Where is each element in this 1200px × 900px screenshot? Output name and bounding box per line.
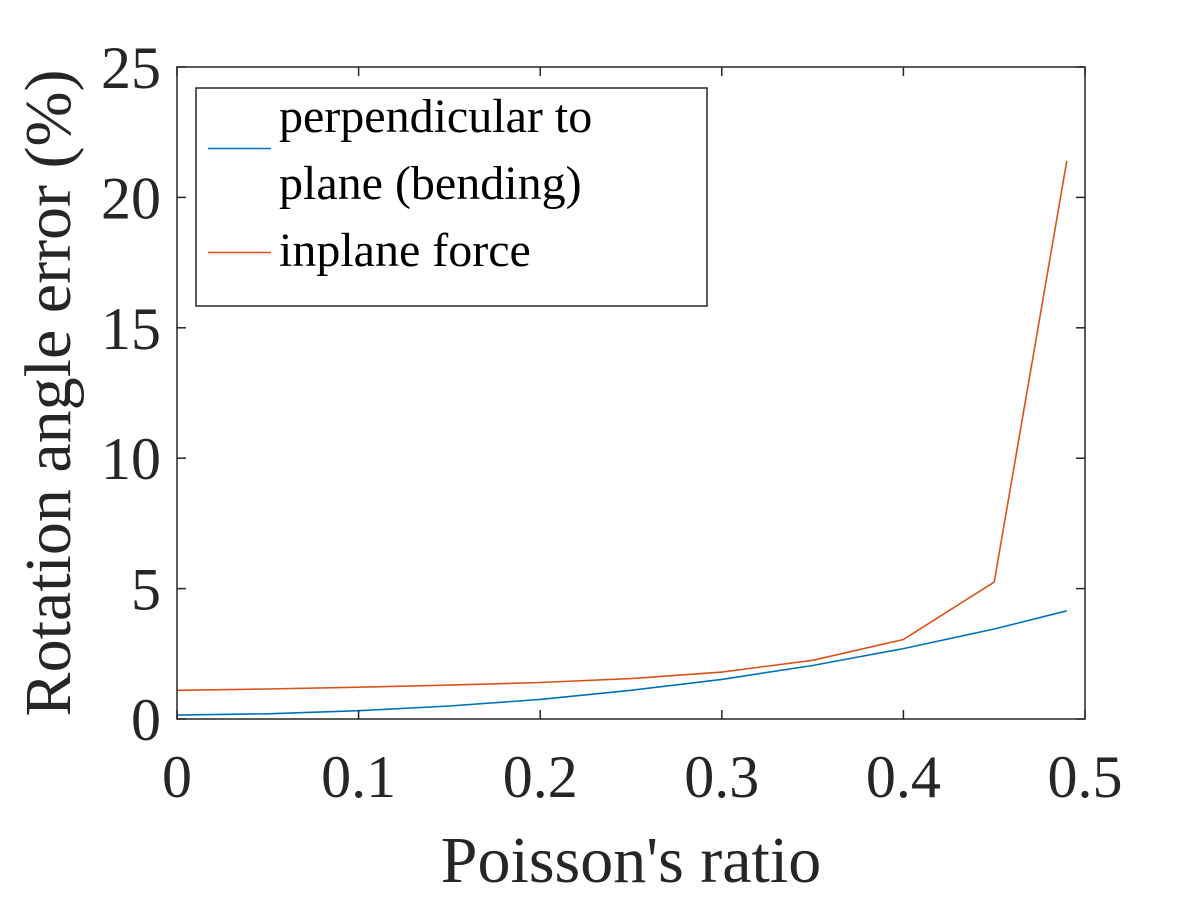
y-tick-label: 10 <box>101 426 161 492</box>
legend-box <box>195 87 708 307</box>
y-tick-label: 15 <box>101 296 161 362</box>
axes: 0 0.1 0.2 0.3 0.4 0.5 0 5 10 15 20 25 <box>101 35 1123 810</box>
x-tick-label: 0.1 <box>321 744 396 810</box>
y-tick-label: 20 <box>101 165 161 231</box>
legend-label-1: plane (bending) <box>279 157 582 210</box>
y-tick-label: 5 <box>131 557 161 623</box>
x-axis-label: Poisson's ratio <box>441 824 821 897</box>
plot-area <box>176 160 1068 716</box>
y-tick-label: 0 <box>131 687 161 753</box>
x-tick-label: 0.4 <box>866 744 941 810</box>
legend-label-1: perpendicular to <box>279 90 592 143</box>
legend: perpendicular to plane (bending) inplane f… <box>195 87 708 307</box>
y-tick-label: 25 <box>101 35 161 101</box>
y-axis-label: Rotation angle error (%) <box>12 70 85 717</box>
x-tick-label: 0.5 <box>1048 744 1123 810</box>
axes-box <box>176 66 1086 720</box>
x-tick-label: 0.3 <box>684 744 759 810</box>
legend-label-2: inplane force <box>279 224 531 277</box>
series-line-2 <box>176 160 1068 692</box>
series-line-1 <box>176 610 1067 716</box>
x-tick-label: 0 <box>162 744 192 810</box>
x-tick-label: 0.2 <box>503 744 578 810</box>
